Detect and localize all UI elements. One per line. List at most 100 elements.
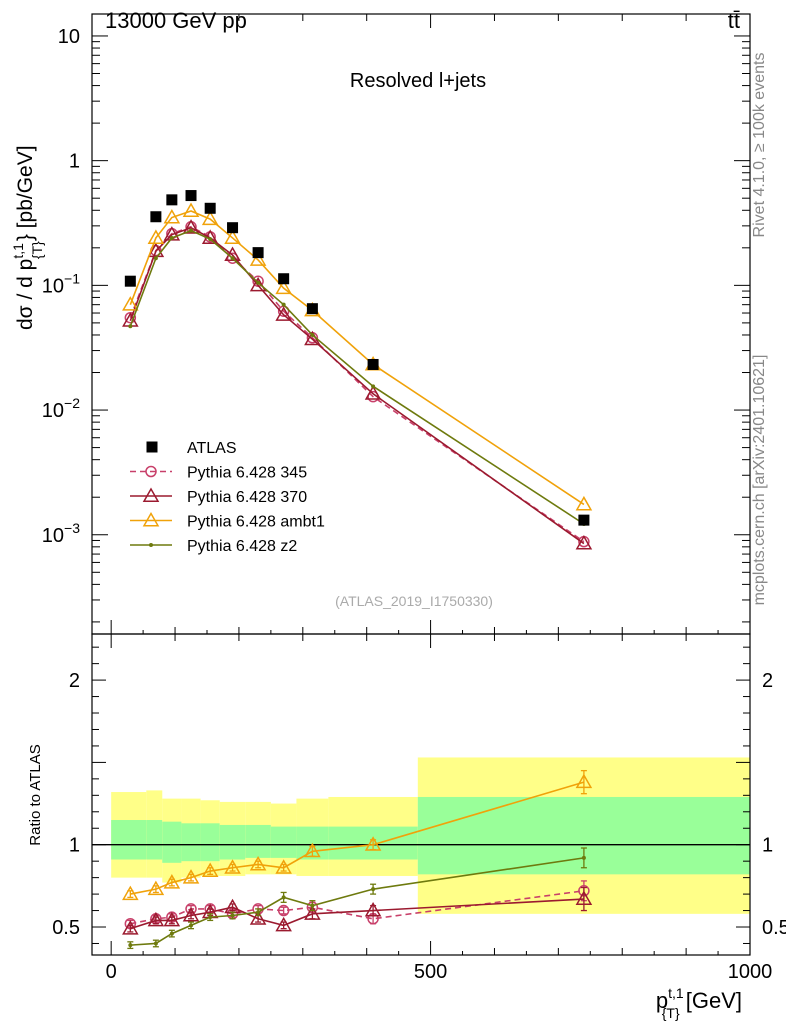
main-series-marker bbox=[224, 246, 241, 262]
ratio-series-marker bbox=[364, 836, 382, 851]
main-series-marker bbox=[310, 332, 315, 337]
ratio-stat-band bbox=[162, 821, 182, 863]
main-series-marker bbox=[201, 210, 219, 226]
main-series-marker bbox=[189, 228, 194, 233]
atlas-data-point bbox=[367, 358, 379, 370]
ratio-y-axis-label: Ratio to ATLAS bbox=[27, 744, 44, 845]
atlas-data-point bbox=[227, 222, 239, 234]
main-series-marker bbox=[153, 256, 158, 261]
main-series-marker bbox=[182, 219, 200, 234]
plot-title: Resolved l+jets bbox=[350, 70, 486, 92]
main-series-marker bbox=[256, 280, 261, 285]
main-series-marker bbox=[249, 276, 267, 292]
main-series-marker bbox=[224, 229, 241, 244]
atlas-data-point bbox=[278, 273, 290, 285]
legend: ATLAS Pythia 6.428 345 Pythia 6.428 370 Pyt… bbox=[130, 440, 325, 555]
ratio-series-marker bbox=[182, 869, 200, 884]
ratio-series-marker bbox=[182, 906, 200, 922]
ratio-series-marker bbox=[230, 913, 235, 918]
rivet-version-label: Rivet 4.1.0, ≥ 100k events bbox=[751, 53, 768, 238]
main-series-marker bbox=[128, 324, 133, 329]
ratio-y-tick-label-right: 1 bbox=[762, 835, 773, 857]
main-series-marker bbox=[163, 209, 181, 224]
ratio-series-marker bbox=[147, 911, 165, 927]
main-series-marker bbox=[230, 256, 235, 261]
main-y-tick-label: 10−2 bbox=[42, 395, 80, 422]
ratio-series-marker bbox=[256, 910, 261, 915]
main-panel: 10 1 10−1 10−2 10−3 bbox=[42, 13, 751, 635]
mcplots-label: mcplots.cern.ch [arXiv:2401.10621] bbox=[751, 355, 768, 606]
ratio-y-tick-label-left: 0.5 bbox=[52, 917, 80, 939]
ratio-series-marker bbox=[147, 880, 165, 896]
ratio-series-marker bbox=[224, 859, 241, 874]
legend-label: ATLAS bbox=[187, 440, 237, 457]
atlas-data-point bbox=[306, 303, 318, 315]
ratio-series-marker bbox=[249, 855, 267, 871]
atlas-data-point bbox=[185, 190, 197, 202]
legend-marker bbox=[145, 465, 157, 478]
main-y-tick-label: 1 bbox=[69, 151, 80, 173]
main-series-marker bbox=[371, 384, 376, 389]
main-series-marker bbox=[147, 229, 165, 244]
ratio-frame bbox=[91, 633, 751, 956]
ratio-series-marker bbox=[310, 903, 315, 908]
main-series-marker bbox=[122, 296, 139, 311]
x-tick-label: 500 bbox=[414, 961, 447, 983]
ratio-series-marker bbox=[128, 943, 133, 948]
collision-label: 13000 GeV pp bbox=[105, 8, 247, 33]
main-series-marker bbox=[275, 279, 292, 295]
legend-marker bbox=[149, 543, 153, 547]
legend-label: Pythia 6.428 ambt1 bbox=[187, 514, 325, 531]
ratio-series-marker bbox=[304, 842, 321, 858]
ratio-series-marker bbox=[275, 859, 292, 874]
ratio-series-marker bbox=[122, 920, 139, 935]
main-series-marker bbox=[169, 235, 174, 240]
x-tick-label: 1000 bbox=[728, 961, 773, 983]
ratio-series-marker bbox=[153, 941, 158, 946]
ratio-stat-band bbox=[200, 823, 220, 862]
legend-label: Pythia 6.428 345 bbox=[187, 465, 307, 482]
main-series-marker bbox=[364, 385, 382, 400]
main-series-marker bbox=[281, 302, 286, 307]
analysis-label: (ATLAS_2019_I1750330) bbox=[335, 593, 493, 609]
legend-marker bbox=[146, 441, 158, 453]
ratio-series-marker bbox=[304, 905, 321, 920]
atlas-data-point bbox=[204, 202, 216, 214]
ratio-series-marker bbox=[575, 773, 593, 789]
ratio-series-marker bbox=[163, 911, 181, 927]
main-series-marker bbox=[208, 237, 213, 242]
legend-marker bbox=[142, 487, 160, 502]
atlas-data-point bbox=[124, 275, 136, 287]
x-axis-label: pt,1 {T} [GeV] bbox=[656, 985, 742, 1021]
ratio-stat-band bbox=[146, 820, 163, 860]
main-series-marker bbox=[182, 202, 200, 217]
atlas-data-point bbox=[166, 194, 178, 206]
ratio-series-marker bbox=[122, 885, 139, 901]
main-series-marker bbox=[249, 251, 267, 266]
legend-label: Pythia 6.428 z2 bbox=[187, 538, 297, 555]
ratio-series-marker bbox=[169, 931, 174, 936]
main-y-tick-label: 10−1 bbox=[42, 270, 80, 297]
atlas-data-point bbox=[252, 247, 264, 259]
atlas-data-point bbox=[150, 211, 162, 223]
main-series-marker bbox=[275, 306, 292, 321]
process-label: tt̄ bbox=[728, 8, 740, 33]
ratio-stat-band bbox=[111, 820, 147, 860]
legend-marker bbox=[142, 511, 160, 527]
main-y-tick-label: 10−3 bbox=[42, 520, 80, 547]
ratio-series-marker bbox=[275, 916, 292, 932]
ratio-series-marker bbox=[371, 887, 376, 892]
ratio-y-tick-label-right: 0.5 bbox=[762, 917, 786, 939]
ratio-series-marker bbox=[277, 904, 290, 917]
ratio-series-marker bbox=[189, 923, 194, 928]
ratio-stat-band bbox=[245, 824, 271, 858]
ratio-series-marker bbox=[249, 910, 267, 925]
ratio-series-marker bbox=[208, 915, 213, 920]
main-y-axis-label: dσ / d pt,1 {T}} [pb/GeV] bbox=[10, 145, 45, 330]
main-series-line bbox=[129, 210, 585, 506]
legend-label: Pythia 6.428 370 bbox=[187, 489, 307, 506]
ratio-stat-band bbox=[219, 824, 246, 860]
ratio-stat-band bbox=[270, 826, 297, 858]
ratio-series-marker bbox=[575, 890, 593, 906]
